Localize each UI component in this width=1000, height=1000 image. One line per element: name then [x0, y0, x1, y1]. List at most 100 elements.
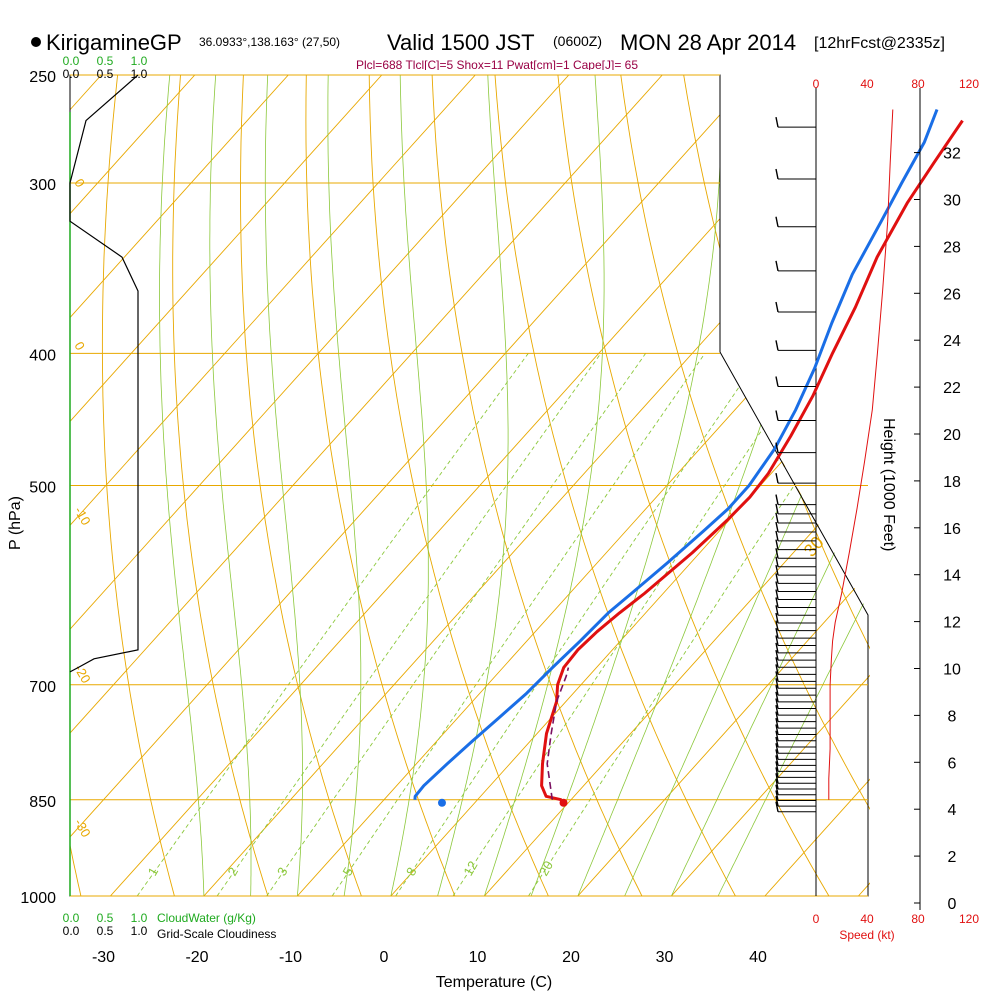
forecast-info: [12hrFcst@2335z] [814, 35, 945, 52]
dry-adiabat-line [368, 75, 549, 896]
mixing-ratio-line [266, 353, 647, 896]
height-tick-label: 6 [948, 755, 957, 772]
plot-mask [720, 75, 1000, 896]
wind-barb-feather [775, 657, 779, 668]
speed-tick-label: 40 [860, 77, 874, 91]
wind-barb-feather [775, 691, 779, 702]
cloudiness-tick: 1.0 [131, 924, 148, 938]
height-axis-title: Height (1000 Feet) [880, 418, 897, 551]
wind-barb-feather [775, 796, 779, 807]
y-axis-title: P (hPa) [7, 496, 24, 550]
theta-label: -30 [71, 816, 93, 840]
moist-adiabat-line [390, 75, 429, 896]
mixing-ratio-label: 20 [536, 858, 556, 878]
pressure-tick-label: 850 [29, 794, 56, 811]
wind-barb-feather [775, 711, 779, 722]
cloudiness-tick: 1.0 [131, 67, 148, 81]
stability-indices: Plcl=688 Tlcl[C]=5 Shox=11 Pwat[cm]=1 Ca… [356, 58, 638, 70]
cloudiness-tick: 0.5 [97, 67, 114, 81]
temperature-tick-label: 20 [562, 949, 580, 966]
dry-adiabat-line [431, 75, 643, 896]
temperature-tick-label: 0 [380, 949, 389, 966]
wind-barb-feather [775, 301, 779, 313]
height-tick-label: 28 [943, 239, 961, 256]
cloudiness-tick: 0.0 [63, 924, 80, 938]
right-mask [720, 75, 870, 896]
moist-adiabat-line [327, 75, 362, 896]
speed-tick-label: 120 [959, 77, 979, 91]
surface-temperature-marker [559, 798, 568, 807]
wind-barb-feather [775, 556, 779, 567]
cloud-water-tick: 1.0 [131, 911, 148, 925]
height-tick-label: 24 [943, 333, 961, 350]
wind-barb-feather [775, 216, 779, 227]
wind-barb-feather [775, 649, 779, 661]
moist-adiabat-line [484, 75, 605, 896]
forecast-date: MON 28 Apr 2014 [620, 30, 796, 55]
wind-barb-feather [775, 539, 779, 550]
wind-barb-feather [775, 116, 779, 128]
moist-adiabat-line [671, 477, 870, 896]
moist-adiabat-line [264, 75, 303, 896]
wind-barb-feather [775, 635, 779, 646]
moist-adiabat-line [530, 75, 723, 896]
cloud-water-tick: 1.0 [131, 54, 148, 68]
height-tick-label: 20 [943, 427, 961, 444]
cloud-water-label: CloudWater (g/Kg) [157, 911, 256, 925]
temperature-line [540, 119, 964, 802]
temperature-tick-label: -20 [185, 949, 208, 966]
cloudiness-tick: 0.0 [63, 67, 80, 81]
mixing-ratio-label: 12 [460, 858, 480, 878]
height-tick-label: 18 [943, 474, 961, 491]
wind-barb-feather [775, 597, 779, 608]
wind-barbs [775, 116, 816, 813]
moist-adiabat-line [624, 330, 870, 896]
wind-barb-feather [775, 773, 779, 784]
valid-time: Valid 1500 JST [387, 30, 535, 55]
wind-barb-feather [775, 761, 779, 772]
mixing-ratio-line [216, 353, 602, 896]
mixing-ratio-line [136, 353, 529, 896]
wind-barb-feather [775, 260, 779, 272]
mixing-ratio-label: 2 [225, 865, 242, 879]
wind-barb-feather [775, 410, 779, 421]
wind-barb-feather [775, 605, 779, 616]
wind-barb-feather [775, 755, 779, 766]
chart-series [69, 74, 964, 807]
height-tick-label: 4 [948, 802, 957, 819]
wind-barb-feather [775, 573, 779, 584]
cloud-water-tick: 0.5 [97, 54, 114, 68]
wind-barb-feather [775, 340, 779, 351]
wind-barb-feather [775, 512, 779, 524]
wind-barb-feather [775, 790, 779, 801]
pressure-tick-label: 1000 [20, 890, 56, 907]
wind-barb-feather [775, 724, 779, 735]
wind-barb-feather [775, 521, 779, 533]
wind-barb-feather [775, 548, 779, 559]
theta-label: -10 [71, 504, 93, 528]
height-tick-label: 2 [948, 849, 957, 866]
wind-barb-feather [775, 778, 779, 790]
speed-tick-label: 40 [860, 912, 874, 926]
moist-adiabat-line [209, 75, 252, 896]
station-coords: 36.0933°,138.163° (27,50) [199, 35, 340, 49]
temperature-tick-label: 30 [656, 949, 674, 966]
wind-barb-feather [775, 736, 779, 748]
isotherm-line [70, 75, 289, 319]
wind-barb-feather [775, 671, 779, 682]
wind-barb-feather [775, 168, 779, 180]
wind-barb-feather [775, 684, 779, 696]
mixing-ratio-line [331, 353, 706, 896]
wind-barb-feather [775, 564, 779, 576]
cloud-water-tick: 0.0 [63, 54, 80, 68]
height-tick-label: 22 [943, 380, 961, 397]
wind-barb-feather [775, 642, 779, 654]
moist-adiabat-line [437, 75, 509, 896]
cloudiness-tick: 0.5 [97, 924, 114, 938]
wind-barb-feather [775, 589, 779, 600]
speed-tick-label: 120 [959, 912, 979, 926]
station-bullet-icon [31, 37, 41, 47]
cloud-water-tick: 0.0 [63, 911, 80, 925]
moist-adiabat-line [717, 589, 870, 896]
wind-barb-feather [775, 743, 779, 754]
